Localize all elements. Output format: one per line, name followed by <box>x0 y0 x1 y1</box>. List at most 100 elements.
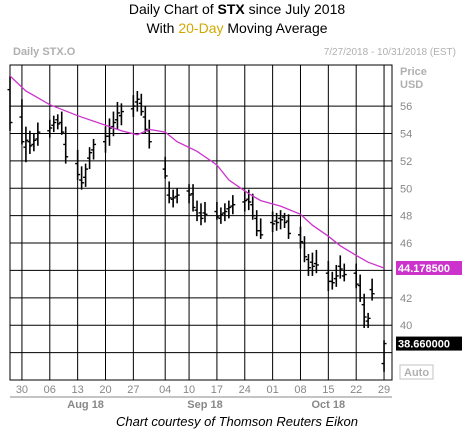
date-range-label: 7/27/2018 - 10/31/2018 (EST) <box>324 47 456 58</box>
ohlc-bar <box>194 200 200 222</box>
month-label: Sep 18 <box>187 399 222 411</box>
ohlc-bar <box>51 115 57 133</box>
month-label: Aug 18 <box>67 399 104 411</box>
ohlc-bar <box>19 99 25 145</box>
x-tick-label: 29 <box>378 384 390 396</box>
x-tick-label: 20 <box>99 384 111 396</box>
auto-scale-button[interactable] <box>399 364 434 380</box>
ohlc-bar <box>305 254 311 276</box>
x-tick-label: 15 <box>322 384 334 396</box>
ohlc-bar <box>357 274 363 302</box>
ohlc-bar <box>63 126 69 164</box>
ohlc-bar <box>35 122 41 146</box>
y-tick-label: 52 <box>400 156 412 168</box>
ohlc-bar <box>353 263 359 289</box>
grid-lines <box>9 64 393 398</box>
ohlc-bar <box>23 126 29 163</box>
symbol-label: Daily STX.O <box>13 46 76 58</box>
ohlc-bar <box>258 218 264 239</box>
x-tick-label: 08 <box>294 384 306 396</box>
y-tick-label: 54 <box>400 128 412 140</box>
ohlc-bar <box>198 203 204 226</box>
ohlc-bar <box>27 130 33 155</box>
ohlc-bar <box>87 147 93 170</box>
ohlc-bar <box>301 236 307 263</box>
ohlc-bar <box>162 156 168 179</box>
y-tick-label: 50 <box>400 183 412 195</box>
value-tag-text: 38.660000 <box>398 339 450 351</box>
ohlc-bar <box>333 264 339 287</box>
ohlc-bar <box>114 101 120 130</box>
ohlc-bar <box>138 93 144 116</box>
x-tick-label: 13 <box>72 384 84 396</box>
ohlc-bar <box>365 312 371 328</box>
ohlc-bar <box>170 189 176 208</box>
ohlc-bar <box>309 252 315 276</box>
plot-frame <box>9 64 393 381</box>
ohlc-bar <box>31 133 37 152</box>
moving-average-line <box>9 75 385 269</box>
x-tick-label: 01 <box>267 384 279 396</box>
ohlc-bar <box>91 138 97 160</box>
ticker-symbol: STX <box>217 1 245 17</box>
x-tick-label: 30 <box>16 384 28 396</box>
y-tick-label: 56 <box>400 101 412 113</box>
ohlc-bar <box>341 263 347 282</box>
auto-scale-label: Auto <box>404 367 429 379</box>
y-tick-label: 42 <box>400 293 412 305</box>
moving-average-layer <box>9 75 385 269</box>
x-tick-label: 24 <box>239 384 251 396</box>
value-tag-bg <box>396 336 462 351</box>
ohlc-bar <box>186 184 192 204</box>
ohlc-bar <box>226 200 232 219</box>
x-tick-label: 04 <box>159 384 171 396</box>
ohlc-bar <box>250 193 256 220</box>
ohlc-bar <box>297 226 303 249</box>
ohlc-bar <box>242 191 248 212</box>
ohlc-bar <box>337 255 343 279</box>
ohlc-bar <box>369 278 375 301</box>
ohlc-bar <box>282 212 288 228</box>
chart-subtitle: With 20-Day Moving Average <box>146 20 328 36</box>
ohlc-bar <box>83 163 89 187</box>
ohlc-bar <box>254 210 260 237</box>
ohlc-bar <box>202 201 208 223</box>
ohlc-bar <box>146 119 152 149</box>
ohlc-bar <box>130 95 136 118</box>
ohlc-bar <box>59 111 65 135</box>
value-tag-bg <box>396 260 462 275</box>
ohlc-bar <box>134 91 140 112</box>
month-label: Oct 18 <box>312 399 346 411</box>
x-tick-label: 06 <box>44 384 56 396</box>
x-tick-label: 17 <box>211 384 223 396</box>
x-tick-label: 10 <box>183 384 195 396</box>
y-tick-label: 40 <box>400 320 412 332</box>
ohlc-bar <box>79 166 85 190</box>
ohlc-bar <box>55 114 61 130</box>
ohlc-bar <box>174 188 180 204</box>
ohlc-bar <box>166 181 172 204</box>
value-tag-text: 44.178500 <box>398 263 450 275</box>
ohlc-bar <box>361 293 367 328</box>
currency-label: USD <box>400 79 423 91</box>
ohlc-bar <box>274 212 280 231</box>
y-tick-label: 46 <box>400 238 412 250</box>
ohlc-bar <box>106 118 112 146</box>
x-tick-label: 22 <box>350 384 362 396</box>
ohlc-bar <box>142 106 148 134</box>
ohlc-bar <box>7 75 13 131</box>
ohlc-bar <box>381 340 387 372</box>
y-tick-label: 48 <box>400 211 412 223</box>
ohlc-bar <box>270 211 276 233</box>
chart-caption: Chart courtesy of Thomson Reuters Eikon <box>115 414 359 429</box>
ohlc-bar <box>325 260 331 291</box>
axis-labels: 4042444648505254563006132027041017240108… <box>16 101 412 411</box>
ma-period-label: 20-Day <box>178 20 224 36</box>
ohlc-bar <box>278 210 284 230</box>
ohlc-bar <box>75 149 81 181</box>
ohlc-bar <box>286 214 292 239</box>
chart-title: Daily Chart of STX since July 2018 <box>128 1 346 17</box>
ohlc-bar <box>118 103 124 126</box>
ohlc-bar <box>218 207 224 224</box>
